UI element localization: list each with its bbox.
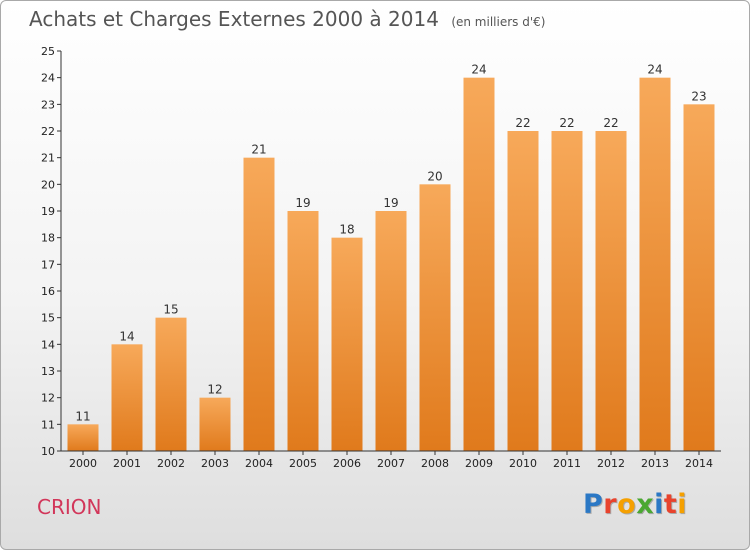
- x-tick-label: 2001: [113, 457, 141, 470]
- commune-name: CRION: [37, 495, 102, 519]
- x-tick-label: 2003: [201, 457, 229, 470]
- bar-2007: [375, 211, 407, 451]
- data-label-2009: 24: [471, 63, 486, 77]
- data-label-2008: 20: [427, 169, 442, 183]
- y-tick-label: 22: [41, 125, 55, 138]
- bars-group: 11 14 15 12 21 19 18 19 20 24 22 22 22 24 23: [67, 63, 715, 452]
- data-label-2013: 24: [647, 63, 662, 77]
- y-tick-label: 15: [41, 312, 55, 325]
- y-tick-label: 18: [41, 232, 55, 245]
- y-tick-label: 11: [41, 418, 55, 431]
- data-label-2000: 11: [75, 409, 90, 423]
- x-tick-label: 2002: [157, 457, 185, 470]
- data-label-2002: 15: [163, 303, 178, 317]
- bar-2006: [331, 237, 363, 451]
- data-label-2001: 14: [119, 329, 134, 343]
- chart-title: Achats et Charges Externes 2000 à 2014 (…: [29, 7, 545, 31]
- y-axis-ticks: 10 11 12 13 14 15 16 17 18 19 20 21 22 23 24 25: [41, 45, 61, 458]
- y-tick-label: 20: [41, 178, 55, 191]
- bar-2010: [507, 131, 539, 451]
- x-tick-label: 2009: [465, 457, 493, 470]
- x-tick-label: 2004: [245, 457, 273, 470]
- x-tick-label: 2005: [289, 457, 317, 470]
- y-tick-label: 25: [41, 45, 55, 58]
- data-label-2006: 18: [339, 223, 354, 237]
- y-tick-label: 21: [41, 152, 55, 165]
- data-label-2010: 22: [515, 116, 530, 130]
- data-label-2011: 22: [559, 116, 574, 130]
- data-label-2004: 21: [251, 143, 266, 157]
- x-tick-label: 2006: [333, 457, 361, 470]
- proxiti-logo: Proxiti: [583, 489, 687, 520]
- logo-letter: P: [583, 489, 604, 520]
- y-tick-label: 23: [41, 98, 55, 111]
- bar-2009: [463, 77, 495, 452]
- x-tick-label: 2014: [685, 457, 713, 470]
- x-tick-label: 2008: [421, 457, 449, 470]
- bar-2005: [287, 211, 319, 451]
- bar-2011: [551, 131, 583, 451]
- x-tick-label: 2011: [553, 457, 581, 470]
- data-label-2007: 19: [383, 196, 398, 210]
- bar-2000: [67, 424, 99, 451]
- data-label-2012: 22: [603, 116, 618, 130]
- x-axis-ticks: 2000 2001 2002 2003 2004 2005 2006 2007 2008 2009…: [69, 451, 713, 470]
- x-tick-label: 2012: [597, 457, 625, 470]
- logo-letter: o: [617, 489, 637, 520]
- bar-2003: [199, 397, 231, 451]
- x-tick-label: 2007: [377, 457, 405, 470]
- bar-2013: [639, 77, 671, 452]
- logo-letter: r: [603, 489, 618, 520]
- y-tick-label: 24: [41, 72, 55, 85]
- chart-title-text: Achats et Charges Externes 2000 à 2014: [29, 7, 439, 31]
- y-tick-label: 13: [41, 365, 55, 378]
- bar-2004: [243, 157, 275, 451]
- logo-letter: i: [654, 489, 664, 520]
- x-tick-label: 2013: [641, 457, 669, 470]
- y-tick-label: 17: [41, 258, 55, 271]
- data-label-2014: 23: [691, 89, 706, 103]
- bar-2002: [155, 317, 187, 451]
- bar-2012: [595, 131, 627, 451]
- bar-2001: [111, 344, 143, 451]
- y-tick-label: 12: [41, 392, 55, 405]
- logo-letter: i: [677, 489, 688, 520]
- data-label-2005: 19: [295, 196, 310, 210]
- bar-2008: [419, 184, 451, 452]
- x-tick-label: 2000: [69, 457, 97, 470]
- y-tick-label: 19: [41, 205, 55, 218]
- data-label-2003: 12: [207, 383, 222, 397]
- x-tick-label: 2010: [509, 457, 537, 470]
- y-tick-label: 16: [41, 285, 55, 298]
- logo-letter: t: [663, 489, 678, 520]
- bar-2014: [683, 104, 715, 451]
- y-tick-label: 10: [41, 445, 55, 458]
- logo-letter: x: [636, 489, 655, 520]
- chart-subtitle: (en milliers d'€): [451, 15, 546, 29]
- y-tick-label: 14: [41, 338, 55, 351]
